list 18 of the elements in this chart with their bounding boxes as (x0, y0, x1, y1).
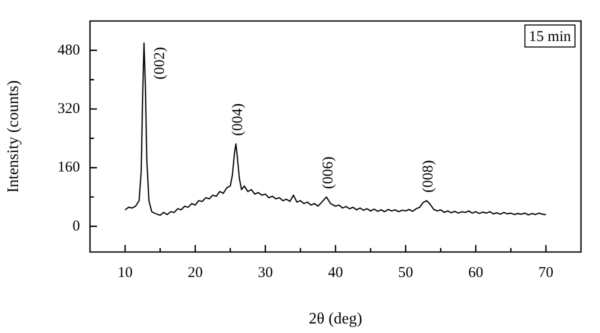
y-tick-label: 320 (58, 100, 80, 117)
annotation: (006) (320, 156, 336, 190)
y-tick-label: 480 (58, 42, 80, 58)
x-tick-label: 40 (328, 264, 343, 281)
x-tick-label: 60 (468, 264, 484, 281)
x-axis-title: 2θ (deg) (308, 310, 362, 328)
x-tick-label: 70 (538, 264, 554, 281)
annotation: (004) (230, 103, 246, 136)
y-tick-label: 0 (72, 218, 80, 234)
y-tick-label: 160 (58, 160, 80, 176)
x-tick-label: 10 (118, 264, 133, 281)
x-tick-label: 30 (258, 264, 273, 281)
annotation: (008) (420, 160, 437, 193)
x-tick-label: 20 (188, 264, 203, 281)
x-tick-label: 50 (398, 264, 414, 281)
annotation: 15 min (528, 28, 572, 45)
annotation: (002) (152, 46, 168, 80)
y-axis-title: Intensity (counts) (4, 80, 22, 193)
